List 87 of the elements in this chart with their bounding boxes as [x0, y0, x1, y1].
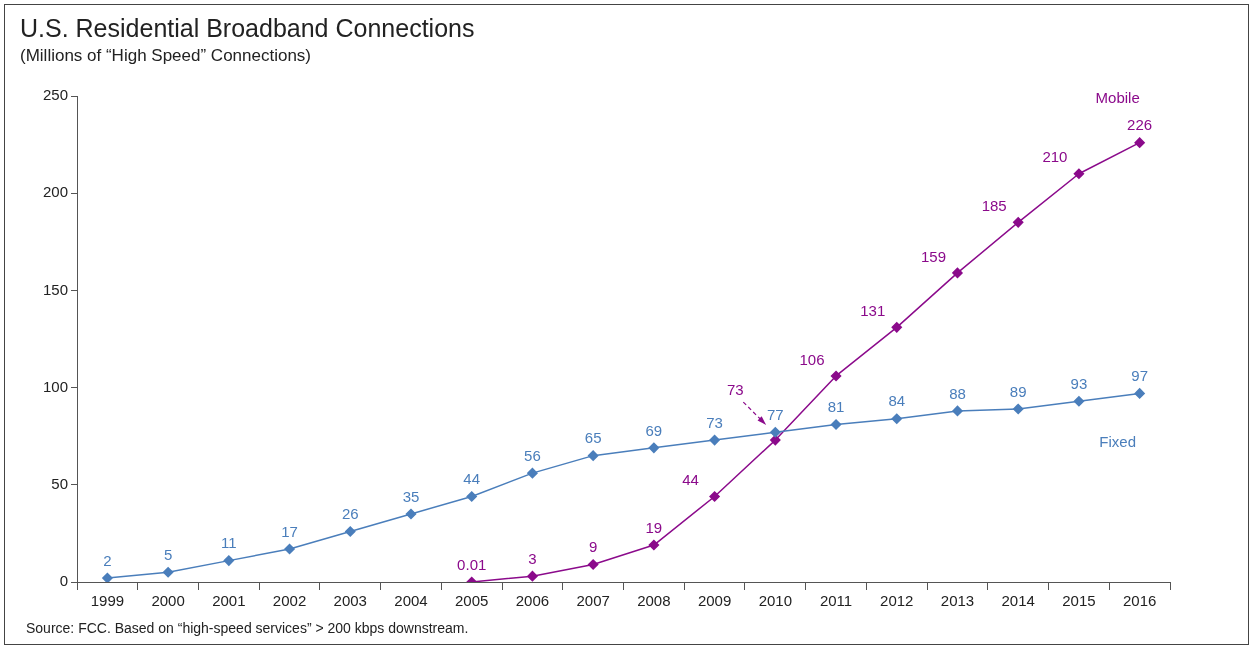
- text: Fixed: [1099, 433, 1136, 451]
- point: [162, 567, 174, 578]
- x-tick-label: 2011: [819, 592, 853, 610]
- x-tick-label: 2014: [1001, 592, 1035, 610]
- point: [1073, 168, 1085, 180]
- point: [1073, 395, 1085, 407]
- x-tick-label: 2012: [880, 592, 914, 610]
- point: [952, 405, 963, 417]
- chart-subtitle: (Millions of “High Speed” Connections): [20, 46, 312, 66]
- data-label: 69: [645, 421, 663, 439]
- point: [345, 526, 356, 537]
- data-label: 65: [584, 429, 602, 447]
- point: [709, 434, 720, 446]
- data-label: 159: [920, 247, 946, 265]
- data-label: 73: [706, 413, 723, 431]
- point: [709, 491, 720, 502]
- point: [587, 559, 599, 570]
- x-tick-label: 2001: [212, 592, 246, 610]
- data-label: 17: [281, 522, 298, 540]
- point: [891, 322, 903, 333]
- x-tick-label: 1999: [90, 592, 125, 610]
- data-label: 11: [221, 534, 237, 552]
- data-label: 81: [827, 398, 845, 416]
- point: [1012, 403, 1024, 415]
- point: [102, 572, 113, 582]
- data-label: 210: [1042, 148, 1068, 166]
- data-label: 97: [1131, 367, 1148, 385]
- point: [223, 555, 235, 566]
- y-tick-label: 50: [51, 474, 69, 492]
- x-tick-label: 2005: [455, 592, 489, 610]
- point: [952, 267, 963, 279]
- data-label: 185: [981, 197, 1007, 214]
- data-label: 131: [860, 301, 886, 319]
- data-label: 3: [528, 549, 537, 567]
- x-tick-label: 2004: [394, 592, 428, 610]
- y-tick-label: 150: [43, 280, 69, 298]
- x-tick-label: 2009: [697, 592, 732, 610]
- data-label: 226: [1127, 116, 1153, 134]
- x-tick-label: 2007: [576, 592, 610, 610]
- point: [830, 419, 842, 430]
- data-label: 0.01: [457, 555, 487, 573]
- data-label: 73: [726, 380, 744, 398]
- y-tick-label: 200: [43, 183, 69, 201]
- point: [284, 543, 295, 555]
- x-tick-label: 2002: [272, 592, 307, 610]
- point: [891, 413, 903, 424]
- point: [648, 442, 660, 454]
- point: [1134, 388, 1145, 399]
- point: [1012, 217, 1024, 228]
- y-tick-label: 250: [43, 86, 69, 104]
- data-label: 44: [463, 470, 481, 488]
- source-note: Source: FCC. Based on “high-speed services” > 200 kbps downstream.: [26, 620, 469, 636]
- point: [587, 450, 599, 461]
- point: [770, 427, 781, 438]
- point: [648, 539, 660, 551]
- data-label: 44: [682, 471, 699, 489]
- data-label: 5: [163, 545, 173, 563]
- x-tick-label: 2000: [151, 592, 185, 610]
- data-label: 35: [402, 487, 420, 505]
- y-tick-label: 0: [59, 572, 69, 590]
- data-label: 26: [341, 505, 359, 523]
- x-tick-label: 2008: [637, 592, 671, 610]
- point: [527, 570, 538, 582]
- data-label: 56: [524, 446, 541, 464]
- x-tick-label: 2013: [940, 592, 975, 610]
- y-tick-label: 100: [43, 377, 69, 395]
- data-label: 2: [103, 551, 112, 569]
- text: Mobile: [1095, 89, 1140, 107]
- data-label: 106: [799, 350, 825, 368]
- data-label: 89: [1009, 382, 1027, 400]
- chart-title: U.S. Residential Broadband Connections: [20, 14, 475, 43]
- point: [405, 508, 417, 520]
- data-label: 77: [766, 405, 784, 423]
- x-tick-label: 2015: [1062, 592, 1096, 610]
- data-label: 19: [645, 518, 663, 536]
- x-tick-label: 2003: [333, 592, 367, 610]
- point: [466, 491, 477, 502]
- point: [830, 370, 842, 382]
- point: [527, 467, 538, 479]
- data-label: 9: [588, 538, 598, 556]
- data-label: 84: [888, 392, 906, 410]
- x-tick-label: 2016: [1122, 592, 1157, 610]
- x-tick-label: 2010: [758, 592, 792, 610]
- data-label: 88: [949, 384, 966, 402]
- data-label: 93: [1070, 374, 1088, 392]
- point: [1134, 137, 1145, 148]
- x-tick-label: 2006: [515, 592, 550, 610]
